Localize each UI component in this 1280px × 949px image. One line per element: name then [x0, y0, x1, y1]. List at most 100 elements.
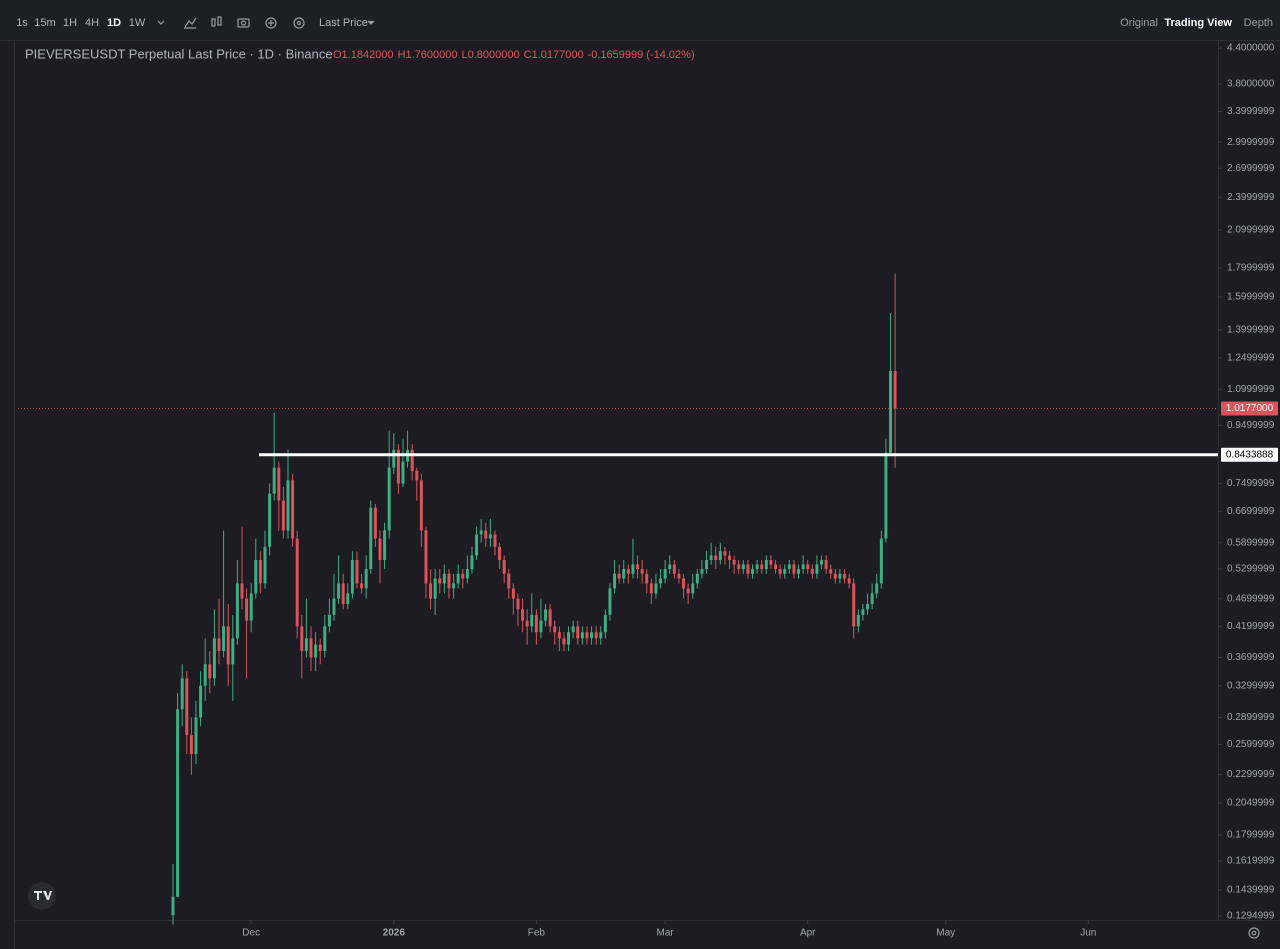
interval-button[interactable]: 1W [129, 17, 146, 29]
candle-body [470, 555, 474, 570]
y-tick-label: 1.2499999 [1227, 352, 1275, 363]
candle-body [442, 573, 446, 584]
candle-body [369, 507, 373, 570]
candle-body [424, 530, 428, 584]
candle-body [728, 555, 732, 560]
candle-body [291, 480, 295, 539]
interval-button[interactable]: 15m [34, 17, 55, 29]
y-tick-label: 4.4000000 [1227, 43, 1275, 54]
candle-body [893, 371, 897, 409]
y-tick-label: 2.3999999 [1227, 192, 1275, 203]
candle-body [709, 555, 713, 560]
hline-label: 0.8433888 [1226, 449, 1274, 460]
candle-body [447, 573, 451, 589]
view-tab[interactable]: Original [1120, 17, 1158, 29]
candle-body [654, 583, 658, 594]
interval-button[interactable]: 4H [85, 17, 99, 29]
candle-body [346, 593, 350, 604]
toolbar [0, 0, 1280, 40]
candle-body [714, 555, 718, 560]
toolbar-icons [157, 16, 375, 29]
interval-button[interactable]: 1s [16, 17, 28, 29]
candle-body [732, 559, 736, 565]
candle-body [852, 583, 856, 627]
candle-body [235, 583, 239, 639]
candle-body [456, 573, 460, 584]
candle-body [599, 632, 603, 639]
interval-button[interactable]: 1H [63, 17, 77, 29]
x-tick-label: May [936, 928, 955, 939]
snapshot-icon[interactable] [237, 18, 250, 28]
x-tick-label: Mar [657, 928, 675, 939]
candle-body [544, 609, 548, 621]
settings-icon[interactable] [293, 17, 305, 29]
candle-body [525, 620, 529, 627]
candle-body [613, 573, 617, 589]
candle-body [806, 564, 810, 570]
candle-body [843, 573, 847, 579]
candle-body [212, 638, 216, 679]
ohlc-legend: O1.1842000 H1.7600000 L0.8000000 C1.0177000… [333, 49, 695, 61]
candle-body [304, 638, 308, 651]
candle-body [829, 569, 833, 574]
y-tick-label: 1.0999999 [1227, 384, 1275, 395]
x-tick-label: Apr [800, 928, 816, 939]
y-tick-label: 2.6999999 [1227, 163, 1275, 174]
y-tick-label: 0.4199999 [1227, 621, 1275, 632]
candle-body [576, 626, 580, 639]
candle-body [691, 583, 695, 594]
candle-body [521, 609, 525, 621]
y-tick-label: 2.9999999 [1227, 137, 1275, 148]
candle-body [783, 569, 787, 574]
candle-body [355, 559, 359, 584]
y-tick-label: 0.1619999 [1227, 856, 1275, 867]
y-tick-label: 0.3299999 [1227, 680, 1275, 691]
candle-body [723, 551, 727, 556]
y-tick-label: 0.3699999 [1227, 652, 1275, 663]
candle-body [387, 467, 391, 531]
candle-body [557, 632, 561, 639]
view-tab[interactable]: Trading View [1164, 17, 1232, 29]
price-type-select[interactable]: Last Price [319, 17, 368, 29]
indicator-icon[interactable] [184, 17, 197, 29]
candle-body [452, 583, 456, 589]
candle-body [663, 569, 667, 579]
candle-body [245, 598, 249, 621]
interval-button[interactable]: 1D [107, 17, 121, 29]
candle-body [240, 583, 244, 599]
candle-body [571, 626, 575, 633]
candle-type-icon[interactable] [211, 18, 216, 27]
y-tick-label: 3.8000000 [1227, 79, 1275, 90]
view-tab[interactable]: Depth [1244, 17, 1273, 29]
candle-body [875, 583, 879, 594]
interval-menu-icon[interactable] [157, 20, 165, 25]
y-tick-label: 0.1439999 [1227, 885, 1275, 896]
candle-body [797, 569, 801, 574]
candle-body [889, 371, 893, 453]
candle-body [498, 546, 502, 560]
candle-body [626, 569, 630, 574]
legend-value: -0.1659999 (-14.02%) [588, 49, 695, 61]
candle-body [429, 583, 433, 599]
candle-body [884, 452, 888, 539]
candle-body [562, 638, 566, 645]
symbol-title: PIEVERSEUSDT Perpetual Last Price · 1D ·… [25, 46, 333, 61]
add-icon[interactable] [265, 17, 277, 29]
y-tick-label: 1.7999999 [1227, 263, 1275, 274]
candle-body [866, 603, 870, 610]
candle-body [475, 534, 479, 556]
x-tick-label: Jun [1080, 928, 1096, 939]
candle-body [484, 530, 488, 539]
gear-icon[interactable] [1248, 927, 1260, 939]
candle-body [332, 598, 336, 615]
candle-body [751, 569, 755, 574]
y-tick-label: 0.1799999 [1227, 830, 1275, 841]
candle-body [249, 593, 253, 621]
candle-body [360, 583, 364, 589]
candle-body [608, 588, 612, 615]
candle-body [396, 449, 400, 484]
candle-body [677, 573, 681, 579]
candle-body [511, 588, 515, 599]
